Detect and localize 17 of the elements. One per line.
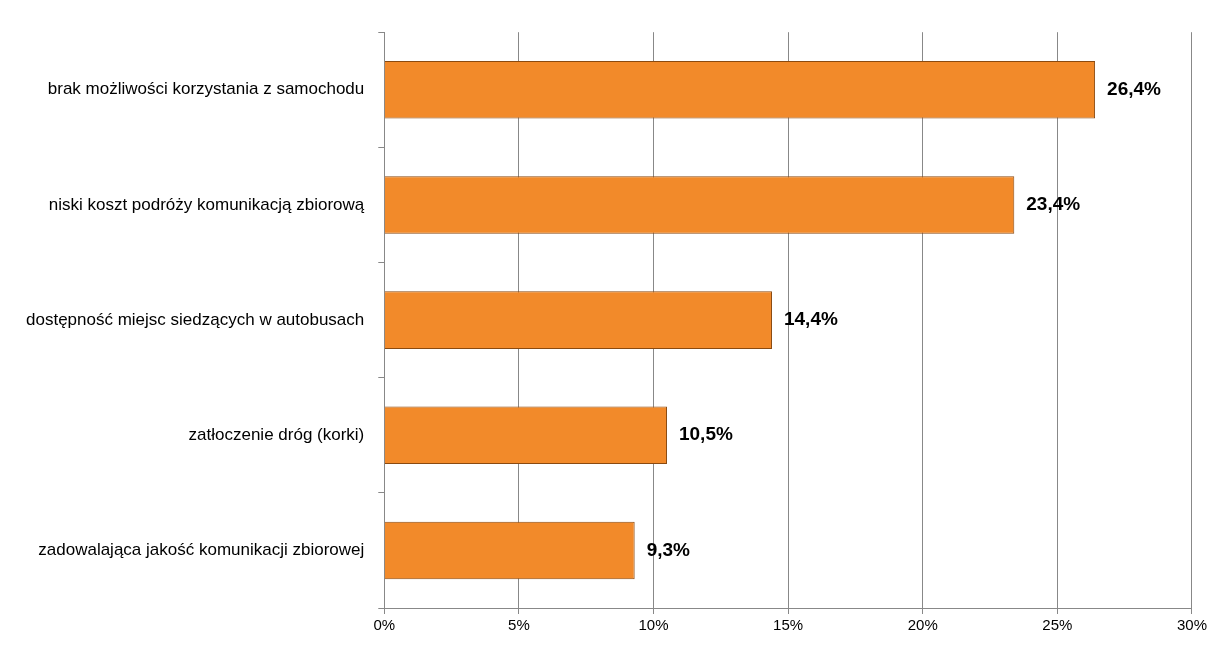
data-label: 23,4% xyxy=(1026,193,1081,215)
y-tick-label: brak możliwości korzystania z samochodu xyxy=(47,79,365,99)
data-label: 14,4% xyxy=(783,308,838,330)
x-tick-label: 5% xyxy=(508,616,530,634)
data-label: 10,5% xyxy=(678,423,733,445)
x-tick-label: 30% xyxy=(1176,616,1207,634)
x-tick-label: 15% xyxy=(773,616,804,634)
y-tick-label: zadowalająca jakość komunikacji zbiorowej xyxy=(38,540,365,560)
x-tick-label: 10% xyxy=(638,616,669,634)
x-tick-label: 20% xyxy=(907,616,938,634)
y-tick-label: niski koszt podróży komunikacją zbiorową xyxy=(48,194,365,214)
x-tick-label: 0% xyxy=(373,616,396,634)
x-tick-label: 25% xyxy=(1042,616,1073,634)
data-label: 9,3% xyxy=(646,538,691,560)
y-tick-label: dostępność miejsc siedzących w autobusach xyxy=(25,309,365,329)
y-tick-label: zatłoczenie dróg (korki) xyxy=(188,424,365,444)
data-label: 26,4% xyxy=(1107,78,1162,100)
